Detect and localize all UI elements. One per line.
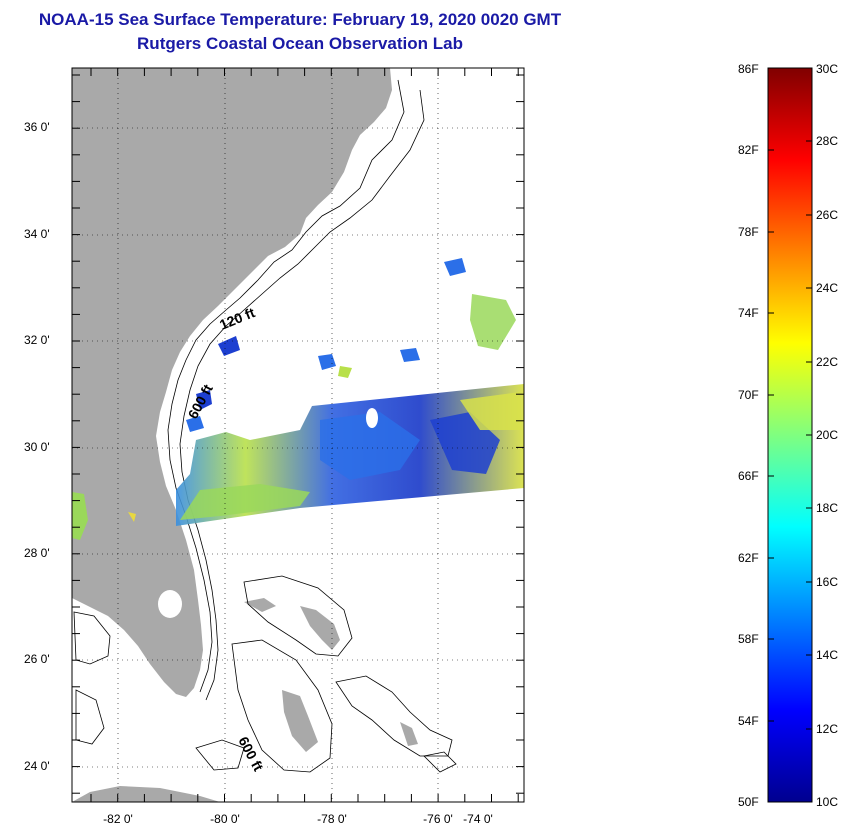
lake-okeechobee bbox=[158, 590, 182, 618]
land-cuba-edge bbox=[72, 786, 220, 802]
map-ticks bbox=[72, 68, 524, 802]
lon-label-78: -78 0' bbox=[317, 812, 347, 826]
lat-label-36: 36 0' bbox=[24, 120, 50, 134]
lon-label-76: -76 0' bbox=[423, 812, 453, 826]
colorbar-c-10: 10C bbox=[816, 795, 839, 809]
depth-contours bbox=[73, 79, 457, 773]
colorbar-f-54: 54F bbox=[738, 714, 759, 728]
lat-label-32: 32 0' bbox=[24, 333, 50, 347]
lat-label-28: 28 0' bbox=[24, 546, 50, 560]
colorbar-ticks bbox=[768, 140, 812, 730]
colorbar-c-26: 26C bbox=[816, 208, 839, 222]
colorbar-f-70: 70F bbox=[738, 388, 759, 402]
lat-label-30: 30 0' bbox=[24, 440, 50, 454]
lat-label-26: 26 0' bbox=[24, 652, 50, 666]
lon-label-74: -74 0' bbox=[463, 812, 493, 826]
lon-label-80: -80 0' bbox=[210, 812, 240, 826]
map-frame bbox=[71, 67, 525, 803]
colorbar-f-66: 66F bbox=[738, 469, 759, 483]
colorbar-f-86: 86F bbox=[738, 62, 759, 76]
colorbar-f-58: 58F bbox=[738, 632, 759, 646]
colorbar-c-20: 20C bbox=[816, 428, 839, 442]
land-bahamas-eleuthera bbox=[244, 598, 276, 612]
map-title: NOAA-15 Sea Surface Temperature: Februar… bbox=[38, 10, 562, 29]
colorbar-c-12: 12C bbox=[816, 722, 839, 736]
map-subtitle: Rutgers Coastal Ocean Observation Lab bbox=[137, 34, 463, 53]
colorbar-f-50: 50F bbox=[738, 795, 759, 809]
lat-label-34: 34 0' bbox=[24, 227, 50, 241]
land-bahamas-andros bbox=[282, 690, 318, 752]
colorbar-f-78: 78F bbox=[738, 225, 759, 239]
colorbar-c-14: 14C bbox=[816, 648, 839, 662]
land-us-coast bbox=[72, 68, 392, 697]
colorbar bbox=[767, 67, 813, 803]
colorbar-f-82: 82F bbox=[738, 143, 759, 157]
lon-label-82: -82 0' bbox=[103, 812, 133, 826]
colorbar-c-22: 22C bbox=[816, 355, 839, 369]
map-content: 120 ft 600 ft 600 ft bbox=[72, 68, 524, 802]
land-bahamas-abaco bbox=[300, 606, 340, 650]
colorbar-c-16: 16C bbox=[816, 575, 839, 589]
colorbar-c-28: 28C bbox=[816, 134, 839, 148]
map-gridlines bbox=[72, 68, 524, 802]
colorbar-c-30: 30C bbox=[816, 62, 839, 76]
colorbar-f-62: 62F bbox=[738, 551, 759, 565]
land-bahamas-small bbox=[400, 722, 418, 746]
colorbar-c-18: 18C bbox=[816, 501, 839, 515]
colorbar-c-24: 24C bbox=[816, 281, 839, 295]
lat-label-24: 24 0' bbox=[24, 759, 50, 773]
sst-swath bbox=[72, 258, 524, 540]
colorbar-f-74: 74F bbox=[738, 306, 759, 320]
